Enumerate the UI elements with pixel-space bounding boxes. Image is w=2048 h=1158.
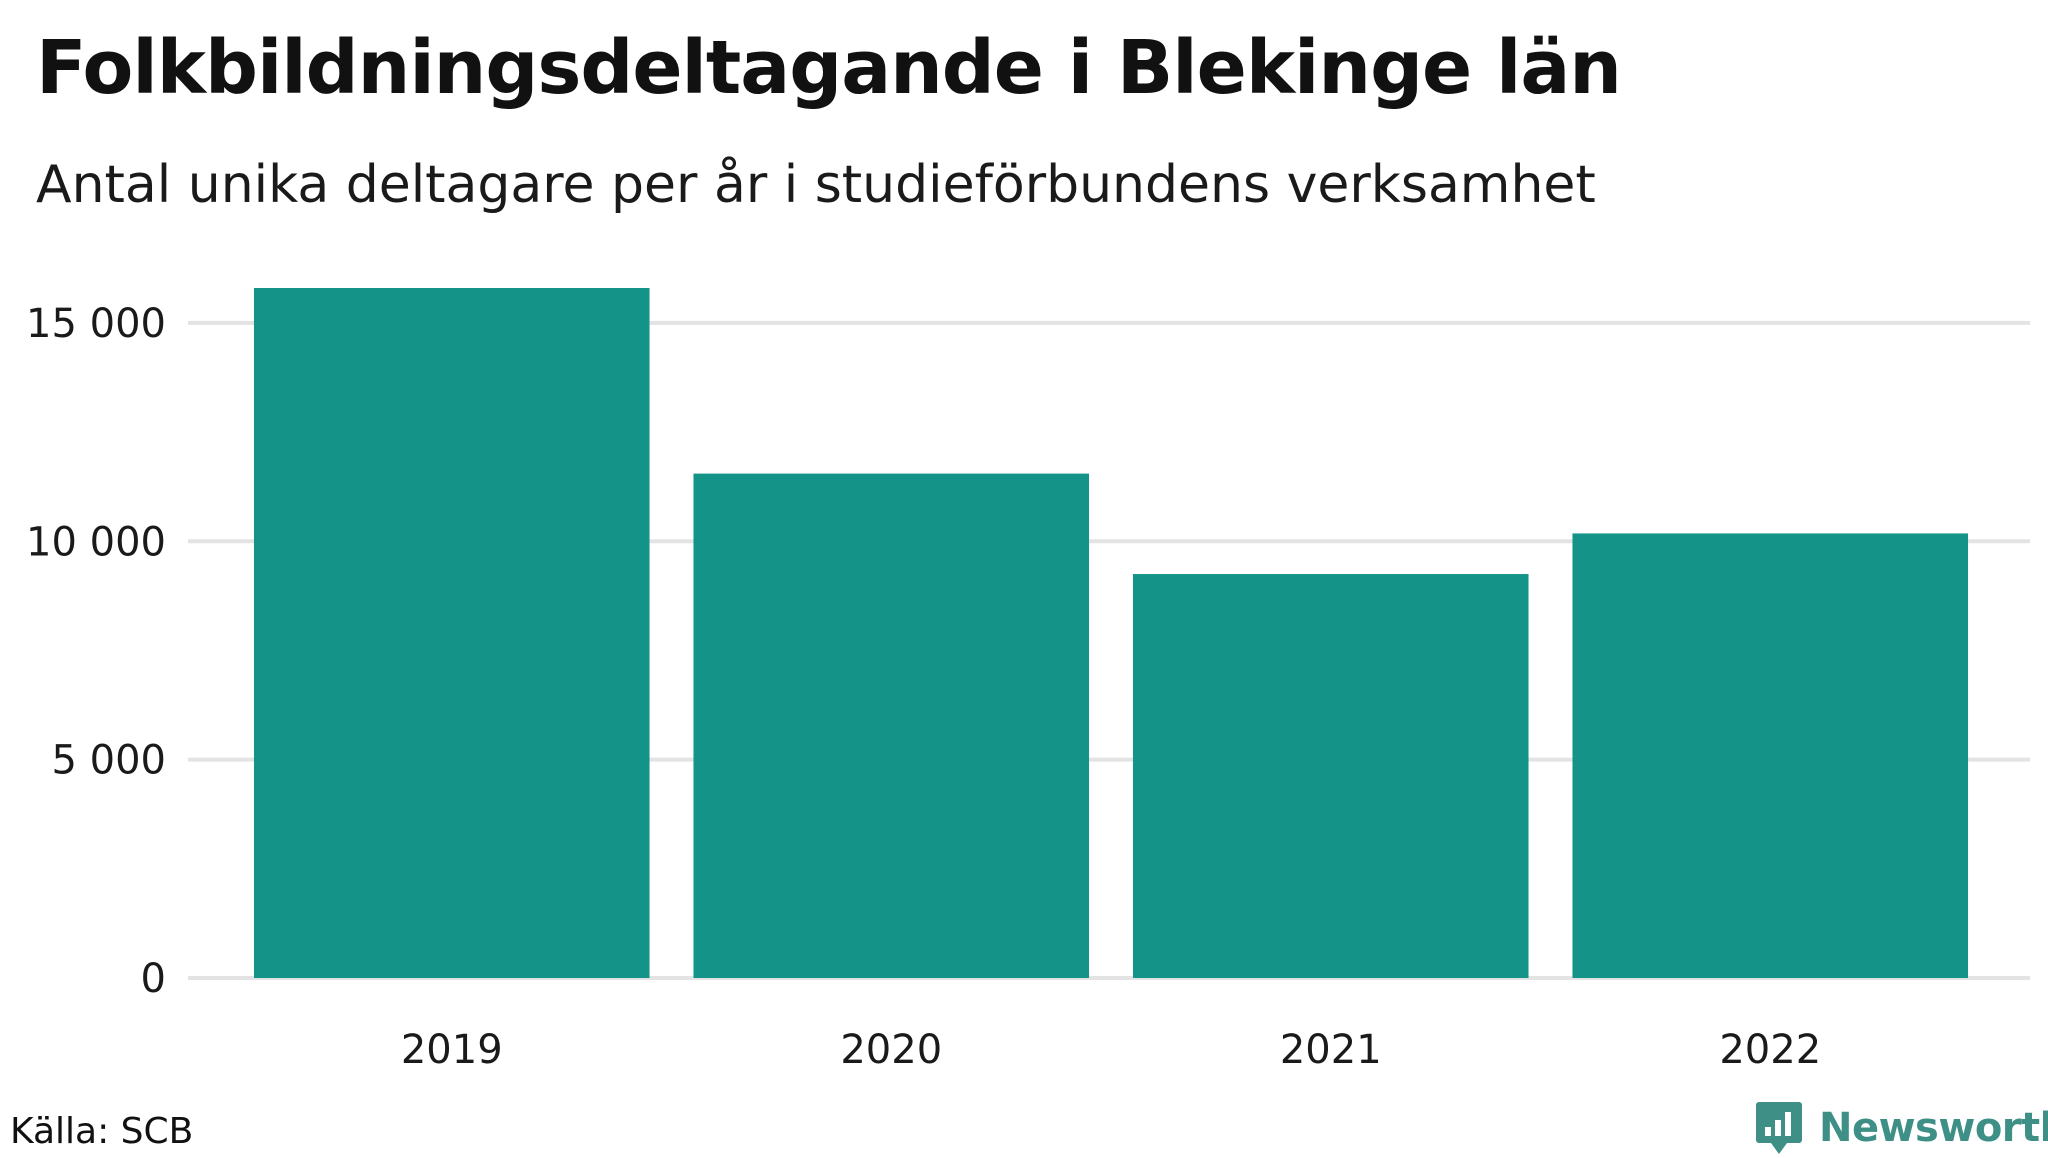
bar-2021 bbox=[1132, 574, 1529, 978]
brand-name: Newsworthy bbox=[1819, 1105, 2048, 1151]
x-tick-label: 2021 bbox=[1280, 1027, 1382, 1073]
bar-2022 bbox=[1572, 533, 1969, 978]
x-axis-tick-labels: 2019 2020 2021 2022 bbox=[401, 1027, 1821, 1073]
bar-2020 bbox=[693, 473, 1090, 978]
y-tick-label: 5 000 bbox=[51, 738, 166, 784]
bars bbox=[253, 288, 1969, 978]
chart-title: Folkbildningsdeltagande i Blekinge län bbox=[36, 25, 1622, 111]
bar-chart-speech-bubble-icon bbox=[1756, 1102, 1802, 1154]
source-note: Källa: SCB bbox=[10, 1111, 194, 1152]
x-tick-label: 2022 bbox=[1719, 1027, 1821, 1073]
chart-subtitle: Antal unika deltagare per år i studieför… bbox=[36, 155, 1596, 215]
x-tick-label: 2019 bbox=[401, 1027, 503, 1073]
bar-2019 bbox=[253, 288, 650, 978]
y-tick-label: 15 000 bbox=[26, 301, 166, 347]
newsworthy-logo: Newsworthy bbox=[1755, 1098, 2048, 1158]
y-tick-label: 0 bbox=[141, 956, 166, 1002]
y-tick-label: 10 000 bbox=[26, 519, 166, 565]
x-tick-label: 2020 bbox=[840, 1027, 942, 1073]
y-axis-tick-labels: 0 5 000 10 000 15 000 bbox=[26, 301, 166, 1002]
